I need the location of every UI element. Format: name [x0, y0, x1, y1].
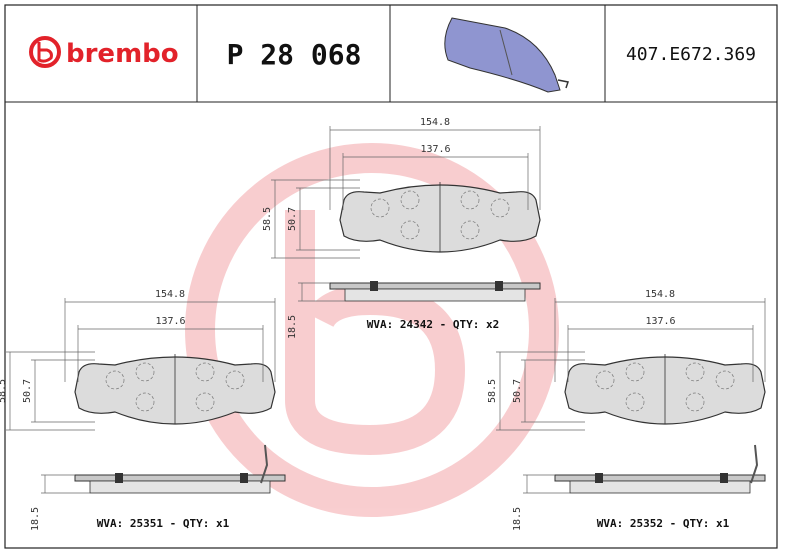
dimension-label: 50.7: [22, 379, 33, 403]
pad-hole: [195, 392, 215, 412]
backing-plate: [329, 282, 541, 290]
pad-drawing: 154.8 137.6 58.5 50.7 18.5 WVA: 24342 - QTY: …: [262, 117, 541, 339]
backing-plate: [74, 474, 286, 482]
part-number: P 28 068: [227, 38, 362, 71]
clip: [115, 473, 123, 483]
frame: [4, 4, 778, 549]
dimension-label: 154.8: [155, 289, 185, 300]
clip: [495, 281, 503, 291]
dimension-label: 154.8: [645, 289, 675, 300]
dimension-label: 50.7: [287, 207, 298, 231]
dimension-label: 50.7: [512, 379, 523, 403]
dimension-label: 18.5: [512, 507, 523, 531]
pad-drawing: 154.8 137.6 58.5 50.7 18.5 WVA: 25351 - QTY: …: [0, 289, 286, 531]
wear-sensor: [750, 444, 759, 484]
clip: [370, 281, 378, 291]
dimension-label: 18.5: [30, 507, 41, 531]
dimension-label: 58.5: [0, 379, 8, 403]
friction-block: [89, 480, 271, 494]
pad-hole: [625, 392, 645, 412]
backing-plate: [554, 474, 766, 482]
dimension-label: 137.6: [645, 316, 675, 327]
dimension-label: 154.8: [420, 117, 450, 128]
pad-hole: [715, 370, 735, 390]
pad-hole: [460, 190, 480, 210]
friction-block: [569, 480, 751, 494]
pad-hole: [685, 362, 705, 382]
friction-block: [344, 288, 526, 302]
dimension-label: 137.6: [420, 144, 450, 155]
wear-sensor: [260, 444, 269, 484]
brand-logo: [29, 36, 61, 68]
pad-label: WVA: 25351 - QTY: x1: [97, 517, 230, 530]
dimension-label: 58.5: [262, 207, 273, 231]
clip: [720, 473, 728, 483]
pad-hole: [595, 370, 615, 390]
product-image: [444, 17, 569, 93]
pad-hole: [625, 362, 645, 382]
clip: [240, 473, 248, 483]
clip: [595, 473, 603, 483]
pad-drawing: 154.8 137.6 58.5 50.7 18.5 WVA: 25352 - QTY: …: [487, 289, 766, 531]
pad-hole: [135, 392, 155, 412]
pad-hole: [370, 198, 390, 218]
pad-label: WVA: 25352 - QTY: x1: [597, 517, 730, 530]
dimension-label: 58.5: [487, 379, 498, 403]
dimension-label: 18.5: [287, 315, 298, 339]
pad-hole: [400, 190, 420, 210]
pad-hole: [490, 198, 510, 218]
pad-hole: [195, 362, 215, 382]
pad-hole: [400, 220, 420, 240]
pad-hole: [460, 220, 480, 240]
dimension-label: 137.6: [155, 316, 185, 327]
pad-label: WVA: 24342 - QTY: x2: [367, 318, 499, 331]
pad-hole: [105, 370, 125, 390]
pad-hole: [135, 362, 155, 382]
code: 407.E672.369: [626, 44, 756, 65]
pad-hole: [685, 392, 705, 412]
pad-hole: [225, 370, 245, 390]
brand: brembo: [66, 39, 179, 69]
